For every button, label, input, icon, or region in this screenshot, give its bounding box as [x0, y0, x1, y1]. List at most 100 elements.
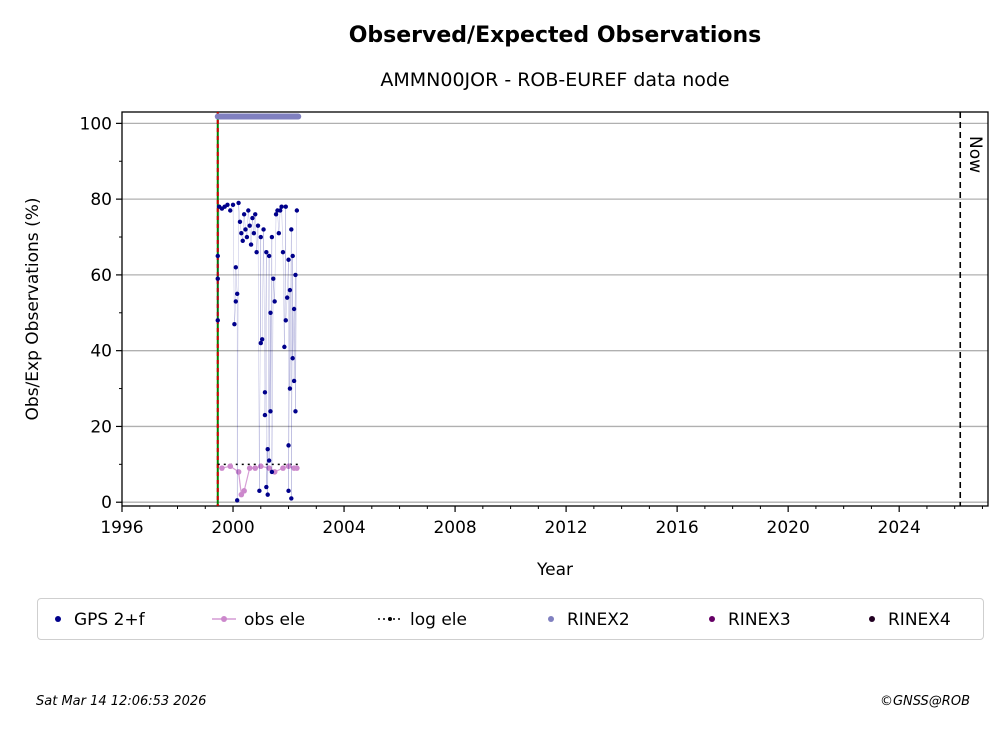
y-tick-label: 80 — [90, 190, 112, 210]
x-tick-label: 2012 — [544, 518, 587, 538]
gps-point — [237, 219, 243, 225]
gps-point — [271, 276, 276, 281]
gps-point — [251, 231, 257, 236]
x-tick-label: 2000 — [211, 518, 254, 538]
gps-point — [287, 386, 293, 391]
gps-point — [250, 215, 255, 221]
gps-point — [233, 299, 239, 304]
gps-point — [264, 249, 269, 255]
gps-point — [289, 496, 294, 501]
gps-point — [280, 249, 286, 255]
gps-point — [287, 287, 293, 293]
gps-point — [262, 412, 268, 418]
gps-point — [215, 318, 220, 323]
gps-point — [257, 488, 262, 494]
y-axis-label: Obs/Exp Observations (%) — [23, 198, 43, 421]
y-tick-label: 20 — [90, 417, 112, 437]
legend-label: log ele — [410, 610, 467, 630]
gps-point — [236, 200, 241, 206]
gps-point — [283, 204, 288, 209]
gps-point — [278, 208, 283, 213]
legend-marker — [548, 616, 554, 622]
y-tick-label: 100 — [80, 114, 112, 134]
gps-point — [282, 344, 287, 350]
gps-point — [276, 231, 282, 236]
obs-ele-point — [294, 465, 300, 471]
gps-point — [246, 208, 251, 213]
legend-marker — [869, 616, 875, 622]
legend-marker — [221, 616, 227, 622]
plot-frame — [121, 111, 989, 507]
legend-label: RINEX3 — [728, 610, 791, 630]
y-tick-label: 60 — [90, 266, 112, 286]
legend-label: GPS 2+f — [74, 610, 146, 630]
gps-point — [272, 299, 277, 304]
footer-timestamp: Sat Mar 14 12:06:53 2026 — [36, 694, 207, 709]
gps-point — [243, 227, 248, 232]
gps-point — [233, 265, 239, 270]
legend-label: obs ele — [244, 610, 305, 630]
gps-point — [215, 253, 220, 259]
gps-point — [232, 321, 237, 327]
gps-point — [286, 443, 291, 448]
y-tick-label: 40 — [90, 342, 112, 362]
obs-ele-point — [246, 465, 253, 471]
now-label: Now — [965, 136, 985, 173]
gps-point — [228, 208, 233, 213]
legend-marker — [709, 616, 715, 622]
gps-point — [261, 227, 266, 232]
obs-ele-point — [257, 463, 264, 470]
legend-label: RINEX4 — [888, 610, 951, 630]
obs-ele-point — [285, 463, 292, 470]
gps-point — [265, 446, 270, 452]
gps-point — [293, 409, 298, 414]
gps-point — [266, 253, 272, 259]
gps-point — [259, 337, 265, 342]
obs-ele-point — [241, 488, 247, 494]
gps-point — [215, 276, 220, 281]
gps-point — [258, 234, 263, 240]
gps-point — [290, 356, 295, 361]
y-tick-label: 0 — [101, 493, 112, 513]
gps-point — [230, 202, 236, 208]
gps-point — [284, 295, 290, 300]
gps-point — [247, 223, 252, 228]
gps-point — [264, 484, 269, 490]
footer-credit: ©GNSS@ROB — [879, 694, 970, 709]
legend-label: RINEX2 — [567, 610, 630, 630]
gps-point — [291, 306, 297, 312]
gps-point — [248, 242, 254, 247]
obs-ele-point — [266, 465, 272, 471]
gps-point — [269, 469, 275, 475]
gps-point — [268, 409, 273, 414]
x-tick-label: 2008 — [433, 518, 476, 538]
gps-point — [239, 231, 244, 236]
gps-point — [244, 234, 250, 240]
gps-point — [262, 390, 268, 395]
gps-point — [273, 212, 279, 217]
x-tick-label: 1996 — [100, 518, 143, 538]
gps-point — [255, 223, 261, 228]
obs-ele-point — [219, 465, 225, 471]
chart-title: Observed/Expected Observations — [349, 23, 762, 48]
gps-point — [240, 238, 245, 244]
gps-point — [254, 249, 259, 255]
obs-ele-point — [280, 465, 286, 471]
gps-point — [258, 340, 263, 346]
gps-point — [268, 310, 273, 315]
gps-point — [266, 458, 272, 463]
gps-point — [234, 291, 240, 297]
gps-point — [286, 488, 291, 494]
gps-point — [269, 234, 275, 240]
obs-ele-point — [227, 463, 234, 470]
gps-point — [290, 253, 295, 259]
x-tick-label: 2016 — [655, 518, 698, 538]
x-tick-label: 2004 — [322, 518, 365, 538]
gps-point — [234, 498, 240, 503]
gps-point — [265, 492, 270, 497]
gps-point — [294, 208, 300, 213]
gps-trace — [217, 202, 298, 501]
gps-point — [291, 378, 297, 384]
x-tick-label: 2024 — [878, 518, 921, 538]
